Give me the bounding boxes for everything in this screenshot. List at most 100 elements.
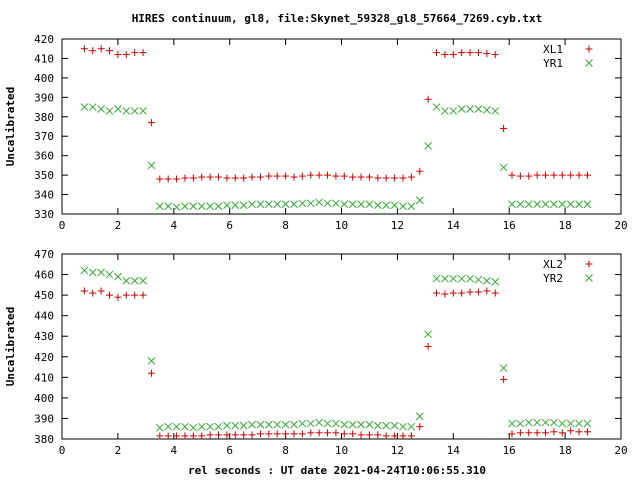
data-point-xl1	[466, 49, 474, 57]
data-point-xl2	[173, 432, 181, 440]
data-point-yr1-d2	[214, 202, 223, 211]
data-point-yr2	[298, 419, 307, 428]
data-point-xl2	[114, 293, 122, 301]
data-point-yr1	[407, 202, 416, 211]
data-point-yr1-d2	[533, 200, 542, 209]
data-point-yr2	[365, 420, 374, 429]
data-point-yr2-d2	[491, 277, 500, 286]
data-point-yr1	[231, 201, 240, 210]
data-point-yr1-d2	[441, 107, 449, 115]
data-point-yr1-d2	[524, 200, 533, 209]
data-point-yr2	[348, 420, 357, 429]
data-point-yr1	[399, 202, 407, 211]
data-point-yr2	[80, 266, 89, 275]
data-point-yr2-d2	[449, 274, 458, 283]
y-tick-label: 410	[34, 52, 54, 65]
data-point-yr2-d2	[122, 276, 131, 285]
data-point-xl2	[583, 428, 591, 436]
plot-frame	[61, 38, 622, 215]
data-point-yr1	[575, 200, 583, 209]
data-point-yr1	[373, 201, 382, 210]
y-tick-label: 470	[34, 248, 54, 261]
data-point-yr1-d2	[315, 198, 323, 207]
data-point-yr2-d2	[298, 419, 307, 428]
data-point-yr2	[524, 418, 533, 427]
data-point-yr2-d2	[524, 418, 533, 427]
data-point-yr2-d2	[88, 268, 97, 277]
data-point-xl1	[106, 47, 114, 55]
data-point-xl2	[525, 429, 533, 437]
data-point-xl1	[80, 45, 88, 53]
data-point-xl1	[382, 174, 390, 182]
data-point-yr1	[181, 202, 189, 211]
data-point-yr1	[105, 107, 114, 115]
y-tick-label: 420	[34, 33, 54, 46]
data-point-xl2	[131, 291, 139, 299]
data-point-yr2	[516, 419, 525, 428]
data-point-yr1	[214, 202, 223, 211]
data-point-yr1	[474, 105, 483, 113]
data-point-xl2	[248, 431, 256, 439]
x-tick-label: 6	[226, 219, 233, 232]
data-point-xl1	[248, 173, 256, 181]
data-point-xl1	[399, 174, 407, 182]
data-point-yr2-d2	[508, 419, 516, 428]
data-point-yr2-d2	[189, 423, 198, 432]
data-point-xl2	[516, 429, 524, 437]
legend-marker-d2	[585, 59, 593, 67]
data-point-xl1	[231, 174, 239, 182]
data-point-xl2	[240, 431, 248, 439]
data-point-yr2	[281, 420, 290, 429]
data-point-yr2	[441, 274, 449, 283]
x-tick-label: 14	[447, 444, 461, 457]
data-point-yr1-d2	[566, 200, 575, 209]
data-point-yr2-d2	[575, 419, 583, 428]
data-point-xl2	[139, 291, 147, 299]
data-point-xl1	[449, 51, 457, 59]
data-point-yr1-d2	[407, 202, 416, 211]
data-point-yr2	[256, 420, 265, 429]
data-point-yr2	[541, 418, 550, 427]
data-point-xl2	[491, 289, 499, 297]
data-point-xl1	[433, 49, 441, 57]
data-point-xl2	[340, 430, 348, 438]
y-tick-label: 400	[34, 392, 54, 405]
data-point-yr1	[147, 161, 156, 170]
data-point-yr1-d2	[80, 103, 89, 111]
data-point-xl1	[458, 49, 466, 57]
data-point-yr2	[306, 419, 315, 428]
data-point-xl2	[441, 290, 449, 298]
data-point-yr1	[365, 200, 374, 209]
data-point-xl1	[575, 171, 583, 179]
data-point-yr1-d2	[415, 196, 424, 205]
data-point-xl2	[324, 429, 332, 437]
data-point-xl1	[290, 173, 298, 181]
x-tick-label: 2	[115, 219, 122, 232]
data-point-yr2-d2	[273, 420, 282, 429]
x-tick-label: 2	[115, 444, 122, 457]
x-tick-label: 4	[170, 444, 177, 457]
data-point-yr2	[273, 420, 282, 429]
data-point-yr2	[390, 421, 399, 430]
data-point-yr2	[432, 274, 441, 283]
data-point-xl1	[407, 173, 415, 181]
legend-label: XL1	[543, 43, 563, 56]
y-tick-label: 360	[34, 150, 54, 163]
data-point-yr1	[441, 107, 449, 115]
legend-marker-d2	[585, 274, 593, 282]
data-point-yr1-d2	[575, 200, 583, 209]
data-point-xl2	[89, 289, 97, 297]
data-point-xl1	[181, 174, 189, 182]
data-point-yr1	[323, 199, 332, 208]
data-point-yr2	[407, 422, 416, 431]
y-tick-label: 420	[34, 351, 54, 364]
data-point-yr2	[566, 419, 575, 428]
legend-label: YR2	[543, 272, 563, 285]
data-point-yr1	[315, 198, 323, 207]
data-point-xl1	[273, 172, 281, 180]
x-tick-label: 16	[503, 219, 516, 232]
data-point-yr1-d2	[424, 142, 432, 150]
data-point-yr2-d2	[248, 420, 256, 429]
data-point-yr2	[197, 422, 206, 431]
